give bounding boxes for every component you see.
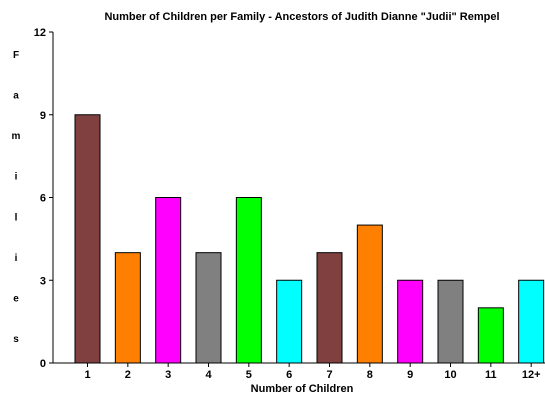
x-tick-label: 8 bbox=[367, 369, 373, 381]
y-axis-label-letter: s bbox=[13, 334, 19, 345]
y-tick-label: 3 bbox=[40, 275, 46, 287]
bars bbox=[74, 114, 545, 364]
bar-11 bbox=[477, 307, 504, 364]
y-axis-label-letter: i bbox=[15, 172, 18, 183]
y-axis-label-letter: a bbox=[13, 91, 19, 102]
chart-title: Number of Children per Family - Ancestor… bbox=[104, 11, 499, 23]
bar-9 bbox=[397, 279, 424, 364]
y-axis-label-letter: e bbox=[13, 293, 19, 304]
x-tick-label: 5 bbox=[246, 369, 252, 381]
y-tick-label: 9 bbox=[40, 110, 46, 122]
x-tick-label: 9 bbox=[407, 369, 413, 381]
bar-3 bbox=[155, 197, 182, 364]
y-tick-label: 0 bbox=[40, 358, 46, 370]
y-tick-label: 6 bbox=[40, 193, 46, 205]
x-tick-label: 3 bbox=[165, 369, 171, 381]
x-tick-label: 7 bbox=[326, 369, 332, 381]
bar-2 bbox=[114, 252, 141, 364]
x-axis-ticks: 1 2 3 4 5 6 7 8 9 10 11 12+ bbox=[84, 363, 541, 381]
x-tick-label: 11 bbox=[485, 369, 497, 381]
x-tick-label: 12+ bbox=[522, 369, 541, 381]
bar-5 bbox=[235, 197, 262, 364]
bar-10 bbox=[437, 279, 464, 364]
x-tick-label: 4 bbox=[205, 369, 212, 381]
y-axis-label: Fa m i l i e s bbox=[12, 50, 21, 345]
y-axis-ticks: 0 3 6 9 12 bbox=[34, 27, 53, 370]
bar-1 bbox=[74, 114, 101, 364]
y-axis-label-letter: i bbox=[15, 253, 18, 264]
bar-6 bbox=[276, 279, 303, 364]
x-tick-label: 6 bbox=[286, 369, 292, 381]
x-tick-label: 10 bbox=[444, 369, 456, 381]
bar-12+ bbox=[518, 279, 545, 364]
y-axis-label-letter: F bbox=[13, 50, 19, 61]
y-axis-label-letter: l bbox=[15, 212, 18, 223]
x-tick-label: 1 bbox=[84, 369, 90, 381]
y-tick-label: 12 bbox=[34, 27, 46, 39]
axes bbox=[52, 32, 545, 364]
x-tick-label: 2 bbox=[125, 369, 131, 381]
bar-8 bbox=[356, 224, 383, 364]
y-axis-label-letter: m bbox=[12, 131, 21, 142]
bar-7 bbox=[316, 252, 343, 364]
bar-4 bbox=[195, 252, 222, 364]
x-axis-label: Number of Children bbox=[251, 383, 354, 394]
